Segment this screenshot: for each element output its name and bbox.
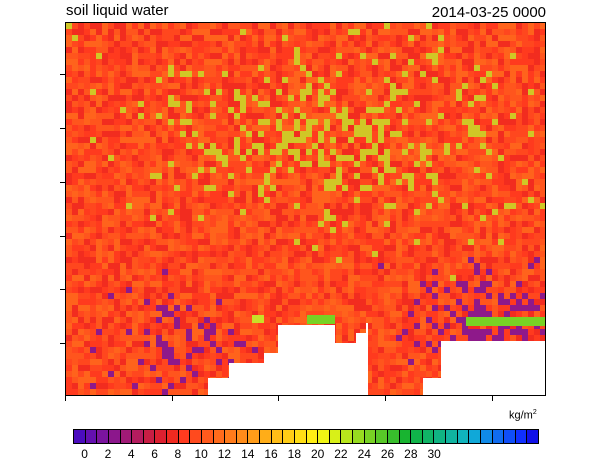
colorbar-swatch xyxy=(446,430,458,443)
colorbar-swatch xyxy=(294,430,307,443)
missing-data-area xyxy=(441,341,545,395)
x-axis-tick xyxy=(385,396,386,401)
colorbar-swatch xyxy=(329,430,342,443)
colorbar-swatch xyxy=(85,430,98,443)
y-axis-tick xyxy=(60,128,65,129)
map-title: soil liquid water xyxy=(66,2,169,19)
missing-data-area xyxy=(356,333,366,395)
colorbar-swatch xyxy=(190,430,202,443)
green-strip xyxy=(252,315,264,323)
colorbar-swatch xyxy=(201,430,214,443)
colorbar-swatch xyxy=(422,430,435,443)
colorbar-swatch xyxy=(132,430,144,443)
colorbar-swatch xyxy=(504,430,516,443)
missing-data-area xyxy=(423,378,441,395)
y-axis-tick xyxy=(60,182,65,183)
colorbar-units: kg/m2 xyxy=(509,409,537,422)
colorbar-swatch xyxy=(376,430,388,443)
colorbar-swatch xyxy=(411,430,423,443)
map-timestamp: 2014-03-25 0000 xyxy=(431,4,546,21)
colorbar-swatch xyxy=(457,430,470,443)
colorbar-tick-label: 14 xyxy=(241,447,255,461)
colorbar-swatch xyxy=(364,430,377,443)
colorbar-swatch xyxy=(143,430,156,443)
colorbar-swatch xyxy=(120,430,133,443)
colorbar-swatch xyxy=(306,430,319,443)
colorbar-tick-label: 30 xyxy=(427,447,441,461)
colorbar-tick-label: 10 xyxy=(194,447,208,461)
x-axis-tick xyxy=(172,396,173,401)
missing-data-area xyxy=(366,323,368,395)
colorbar-labels: 0 2 4 6 8 10 12 14 16 18 20 22 24 26 28 30 xyxy=(0,447,600,465)
colorbar-swatch xyxy=(236,430,249,443)
missing-data-area xyxy=(229,363,264,395)
missing-data-area xyxy=(278,325,335,395)
colorbar-tick-label: 12 xyxy=(217,447,232,461)
colorbar-tick-label: 20 xyxy=(310,447,325,461)
colorbar-swatch xyxy=(108,430,121,443)
soil-water-raster xyxy=(66,23,545,395)
y-axis-tick xyxy=(60,74,65,75)
colorbar-swatch xyxy=(248,430,260,443)
colorbar-tick-label: 26 xyxy=(380,447,395,461)
map-panel xyxy=(65,22,546,396)
colorbar-swatch xyxy=(225,430,237,443)
colorbar-tick-label: 16 xyxy=(264,447,278,461)
x-axis-tick xyxy=(492,396,493,401)
colorbar-swatch xyxy=(480,430,493,443)
colorbar-tick-label: 24 xyxy=(357,447,371,461)
colorbar-swatch xyxy=(260,430,272,443)
colorbar-swatch xyxy=(271,430,284,443)
x-axis-tick xyxy=(65,396,66,401)
colorbar-tick-label: 28 xyxy=(404,447,418,461)
colorbar-swatch xyxy=(178,430,191,443)
colorbar-swatch xyxy=(318,430,330,443)
colorbar-swatch xyxy=(213,430,226,443)
colorbar xyxy=(73,429,539,444)
colorbar-swatch xyxy=(492,430,505,443)
y-axis-tick xyxy=(60,343,65,344)
green-strip xyxy=(307,315,335,324)
missing-data-area xyxy=(335,343,356,395)
colorbar-swatch xyxy=(387,430,400,443)
colorbar-tick-label: 6 xyxy=(151,447,158,461)
colorbar-swatch xyxy=(399,430,412,443)
colorbar-swatch xyxy=(515,430,528,443)
colorbar-tick-label: 8 xyxy=(174,447,182,461)
colorbar-tick-label: 2 xyxy=(104,447,112,461)
colorbar-swatch xyxy=(167,430,179,443)
colorbar-swatch xyxy=(469,430,481,443)
colorbar-tick-label: 22 xyxy=(334,447,348,461)
colorbar-swatch xyxy=(341,430,353,443)
missing-data-area xyxy=(264,353,278,395)
y-axis-tick xyxy=(60,289,65,290)
colorbar-swatch xyxy=(434,430,446,443)
colorbar-swatch xyxy=(155,430,167,443)
colorbar-tick-label: 4 xyxy=(127,447,135,461)
x-axis-tick xyxy=(278,396,279,401)
colorbar-swatch xyxy=(527,430,538,443)
green-strip xyxy=(466,317,545,326)
colorbar-swatch xyxy=(283,430,295,443)
y-axis-tick xyxy=(60,236,65,237)
colorbar-swatch xyxy=(97,430,109,443)
colorbar-swatch xyxy=(74,430,86,443)
colorbar-swatch xyxy=(353,430,365,443)
missing-data-area xyxy=(208,378,229,395)
colorbar-tick-label: 18 xyxy=(287,447,302,461)
colorbar-tick-label: 0 xyxy=(81,447,88,461)
